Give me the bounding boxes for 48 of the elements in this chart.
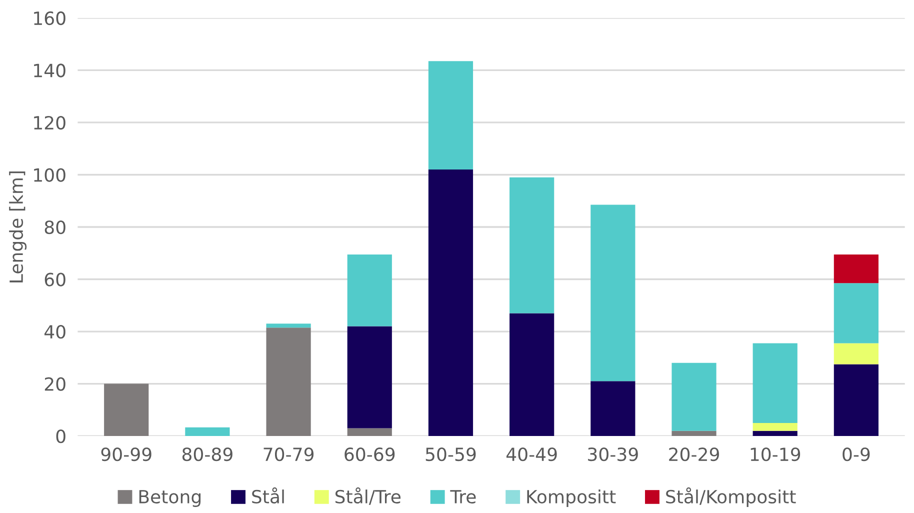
- y-tick-label: 60: [44, 272, 66, 286]
- bar: [590, 204, 636, 382]
- bar: [266, 328, 311, 436]
- bar: [752, 430, 798, 436]
- bar: [672, 362, 716, 431]
- bar: [834, 254, 879, 284]
- x-tick-label: 20-29: [669, 447, 719, 462]
- bar: [752, 343, 798, 423]
- bar: [590, 381, 636, 436]
- y-axis-title: Lengde [km]: [9, 171, 27, 282]
- x-tick-label: 90-99: [101, 447, 152, 462]
- bar: [834, 283, 879, 344]
- legend-label: Stål/Tre: [335, 487, 401, 505]
- y-tick-label: 120: [34, 116, 66, 130]
- y-tick-label: 100: [34, 168, 66, 182]
- y-tick-label: 20: [44, 377, 66, 391]
- bar: [428, 61, 474, 170]
- bar: [266, 324, 311, 328]
- bar: [347, 326, 392, 428]
- bar: [428, 170, 474, 436]
- x-tick-label: 70-79: [264, 447, 314, 462]
- bar: [104, 384, 149, 436]
- legend-label: Stål/Kompositt: [666, 487, 796, 508]
- legend-label: Betong: [139, 490, 201, 508]
- x-tick-label: 10-19: [750, 447, 800, 462]
- y-tick-label: 0: [56, 430, 66, 444]
- bar: [752, 422, 798, 431]
- legend-label: Kompositt: [527, 490, 616, 508]
- x-tick-label: 30-39: [588, 447, 638, 462]
- y-tick-label: 80: [44, 220, 66, 234]
- legend-label: Tre: [450, 490, 476, 504]
- bar: [347, 254, 392, 326]
- bar: [185, 427, 230, 436]
- y-tick-label: 140: [34, 64, 66, 78]
- x-tick-label: 40-49: [506, 447, 557, 462]
- bar: [347, 428, 392, 436]
- bar: [672, 430, 716, 436]
- x-tick-label: 0-9: [842, 447, 870, 462]
- y-tick-label: 40: [44, 324, 66, 339]
- x-tick-label: 80-89: [182, 447, 232, 462]
- bar: [834, 343, 879, 364]
- bar: [510, 313, 554, 436]
- x-tick-label: 50-59: [426, 447, 476, 462]
- bar: [510, 177, 554, 314]
- y-tick-label: 160: [34, 11, 66, 26]
- x-tick-label: 60-69: [344, 447, 395, 462]
- legend-label: Stål: [252, 487, 284, 504]
- bar: [834, 364, 879, 436]
